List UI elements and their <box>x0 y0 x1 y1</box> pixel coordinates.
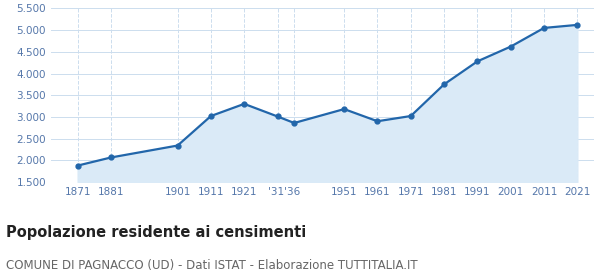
Text: Popolazione residente ai censimenti: Popolazione residente ai censimenti <box>6 225 306 241</box>
Text: COMUNE DI PAGNACCO (UD) - Dati ISTAT - Elaborazione TUTTITALIA.IT: COMUNE DI PAGNACCO (UD) - Dati ISTAT - E… <box>6 259 418 272</box>
